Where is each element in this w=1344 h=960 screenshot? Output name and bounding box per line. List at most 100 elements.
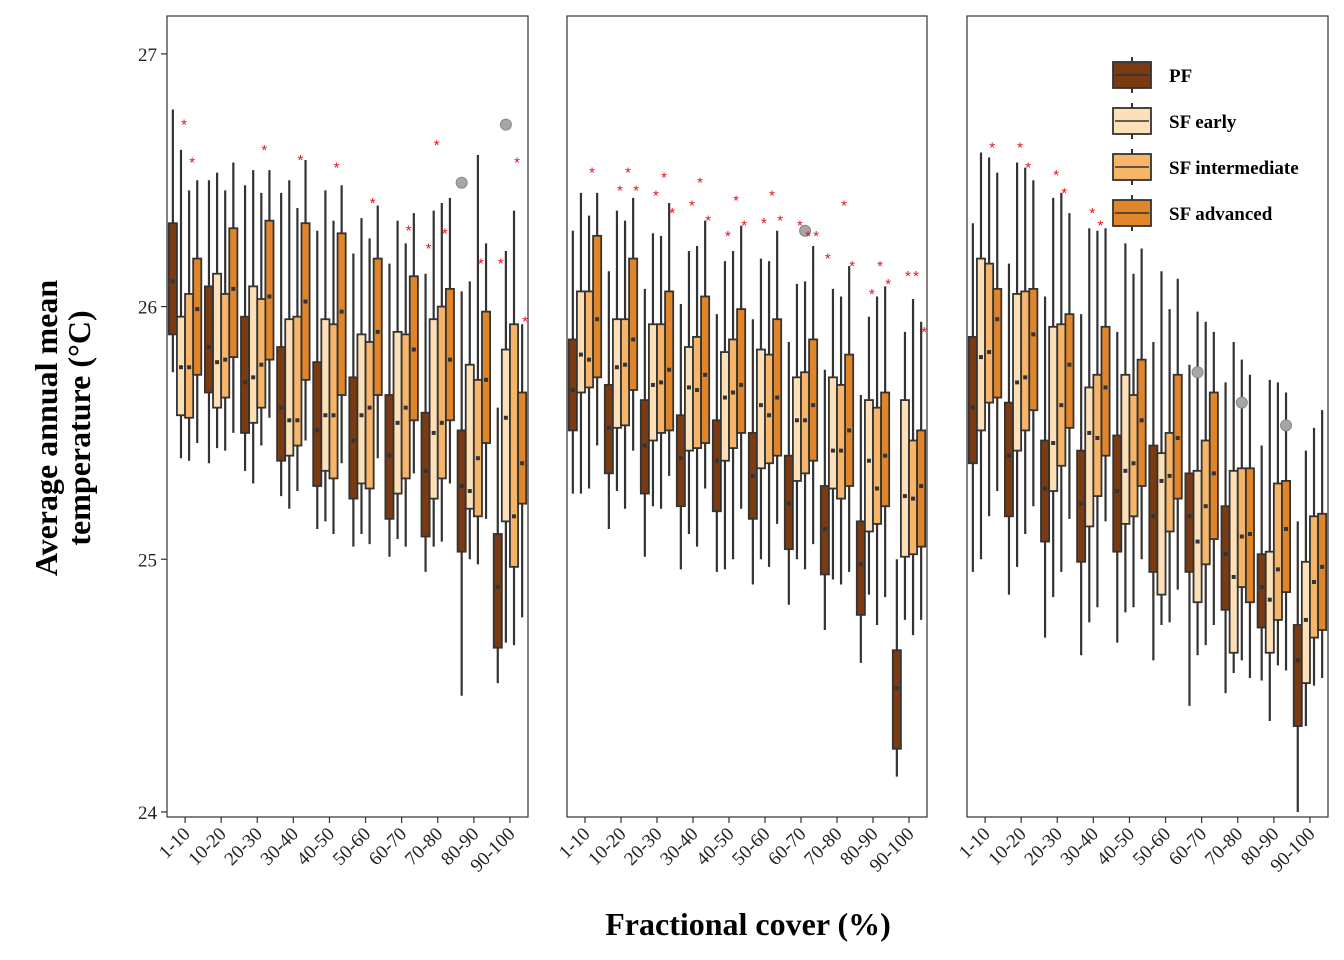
- median: [1284, 526, 1289, 531]
- box: [472, 378, 483, 518]
- y-tick-label: 26: [138, 298, 157, 319]
- box: [328, 323, 339, 480]
- box: [420, 411, 431, 538]
- median: [822, 526, 827, 531]
- box: [792, 376, 802, 482]
- x-tick-label: 20-30: [620, 824, 666, 870]
- outlier-point: [799, 224, 812, 237]
- significance-star: *: [442, 225, 448, 242]
- legend: PF SF early SF intermediate SF advanced: [1112, 57, 1299, 231]
- median: [642, 443, 647, 448]
- median: [911, 496, 916, 501]
- box: [372, 257, 383, 396]
- median: [714, 458, 719, 463]
- box: [1040, 439, 1051, 543]
- box: [184, 293, 195, 419]
- legend-label: SF intermediate: [1169, 158, 1299, 179]
- y-tick-label: 24: [138, 803, 158, 824]
- series-pf: [567, 230, 902, 777]
- significance-star: *: [761, 215, 767, 232]
- box: [800, 371, 811, 475]
- median: [287, 418, 292, 423]
- significance-star: *: [633, 182, 639, 199]
- median: [1275, 567, 1280, 572]
- significance-star: *: [769, 187, 775, 204]
- x-tick-label: 30-40: [257, 824, 303, 870]
- median: [403, 405, 408, 410]
- box: [900, 399, 910, 558]
- median: [1006, 453, 1011, 458]
- box: [500, 348, 511, 523]
- box: [1272, 482, 1283, 621]
- box: [656, 323, 667, 434]
- panel-1: **** ******* ***1-1010-2020-3030-4040-5050…: [155, 15, 529, 877]
- median: [1103, 385, 1108, 390]
- box: [692, 336, 703, 449]
- median: [1187, 514, 1192, 519]
- significance-star: *: [733, 192, 739, 209]
- box: [736, 308, 747, 434]
- median: [459, 483, 464, 488]
- median: [786, 501, 791, 506]
- box: [212, 272, 223, 409]
- box: [828, 376, 838, 490]
- median: [866, 458, 871, 463]
- median: [847, 428, 852, 433]
- median: [1087, 430, 1092, 435]
- box: [220, 293, 231, 399]
- significance-star: *: [426, 240, 432, 257]
- significance-star: *: [725, 228, 731, 245]
- significance-star: *: [189, 155, 195, 172]
- series-sf-advanced: [592, 192, 927, 620]
- median: [614, 365, 619, 370]
- box: [444, 287, 455, 422]
- median: [351, 438, 356, 443]
- legend-label: SF advanced: [1169, 204, 1273, 225]
- median: [978, 355, 983, 360]
- box: [1064, 313, 1075, 429]
- median: [1231, 574, 1236, 579]
- significance-star: *: [797, 218, 803, 235]
- significance-star: *: [825, 251, 831, 268]
- median: [251, 375, 256, 380]
- box: [1164, 432, 1175, 533]
- median: [686, 385, 691, 390]
- median: [520, 461, 525, 466]
- median: [767, 413, 772, 418]
- median: [215, 360, 220, 365]
- significance-star: *: [661, 170, 667, 187]
- significance-star: *: [869, 286, 875, 303]
- significance-star: *: [514, 155, 520, 172]
- box: [711, 419, 722, 513]
- significance-star: *: [297, 152, 303, 169]
- box: [984, 262, 995, 404]
- median: [423, 468, 428, 473]
- significance-star: *: [406, 223, 412, 240]
- box: [1120, 373, 1131, 525]
- box: [264, 219, 275, 361]
- significance-star: *: [989, 139, 995, 156]
- median: [475, 456, 480, 461]
- median: [1159, 478, 1164, 483]
- significance-star: *: [777, 213, 783, 230]
- box: [1056, 323, 1067, 467]
- legend-label: PF: [1169, 66, 1192, 87]
- median: [631, 337, 636, 342]
- box: [1156, 452, 1167, 596]
- median: [1115, 489, 1120, 494]
- median: [375, 329, 380, 334]
- median: [1023, 375, 1028, 380]
- box: [240, 315, 251, 434]
- outlier-point: [1191, 366, 1204, 379]
- legend-item-pf: PF: [1112, 57, 1192, 93]
- y-axis-title: Average annual mean temperature (°C): [28, 280, 97, 576]
- box: [836, 384, 847, 500]
- box: [864, 399, 874, 533]
- box: [517, 391, 528, 505]
- box: [620, 318, 631, 427]
- x-tick-label: 40-50: [1093, 824, 1139, 870]
- box: [1128, 394, 1139, 518]
- series-sf-intermediate: [184, 154, 519, 646]
- median: [987, 350, 992, 355]
- median: [750, 473, 755, 478]
